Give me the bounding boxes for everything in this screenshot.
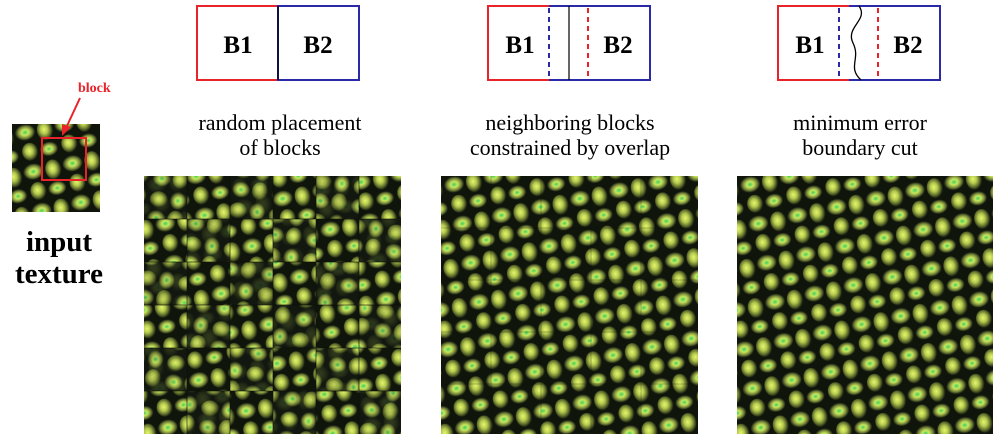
synthesized-texture-overlap bbox=[441, 176, 698, 434]
caption-overlap: neighboring blocks constrained by overla… bbox=[430, 110, 710, 160]
b1-label: B1 bbox=[795, 32, 824, 59]
caption-cut-line1: minimum error bbox=[793, 110, 927, 135]
caption-random-line1: random placement bbox=[198, 110, 362, 135]
boundary-cut-curve bbox=[850, 5, 862, 81]
caption-overlap-line2: constrained by overlap bbox=[469, 135, 671, 160]
b1-label: B1 bbox=[223, 32, 252, 59]
caption-cut: minimum error boundary cut bbox=[720, 110, 1000, 160]
input-texture-thumbnail bbox=[12, 124, 100, 212]
block-callout-label: block bbox=[78, 81, 111, 96]
caption-random-line2: of blocks bbox=[239, 135, 321, 160]
block-diagram-cut: B1 B2 bbox=[777, 5, 941, 81]
synthesized-texture-random bbox=[144, 176, 401, 434]
block-callout-arrow bbox=[62, 97, 81, 136]
b2-label: B2 bbox=[893, 32, 922, 59]
block-outline bbox=[41, 137, 87, 181]
synthesized-texture-cut bbox=[737, 176, 993, 434]
block-diagram-random: B1 B2 bbox=[196, 5, 360, 81]
input-label-line2: texture bbox=[14, 258, 104, 290]
block-diagram-overlap: B1 B2 bbox=[487, 5, 651, 81]
caption-cut-line2: boundary cut bbox=[802, 135, 918, 160]
b1-label: B1 bbox=[505, 32, 534, 59]
input-label-line1: input bbox=[25, 226, 93, 258]
b2-label: B2 bbox=[303, 32, 332, 59]
b2-label: B2 bbox=[603, 32, 632, 59]
input-texture-label: input texture bbox=[0, 226, 118, 290]
caption-random: random placement of blocks bbox=[150, 110, 410, 160]
caption-overlap-line1: neighboring blocks bbox=[485, 110, 655, 135]
